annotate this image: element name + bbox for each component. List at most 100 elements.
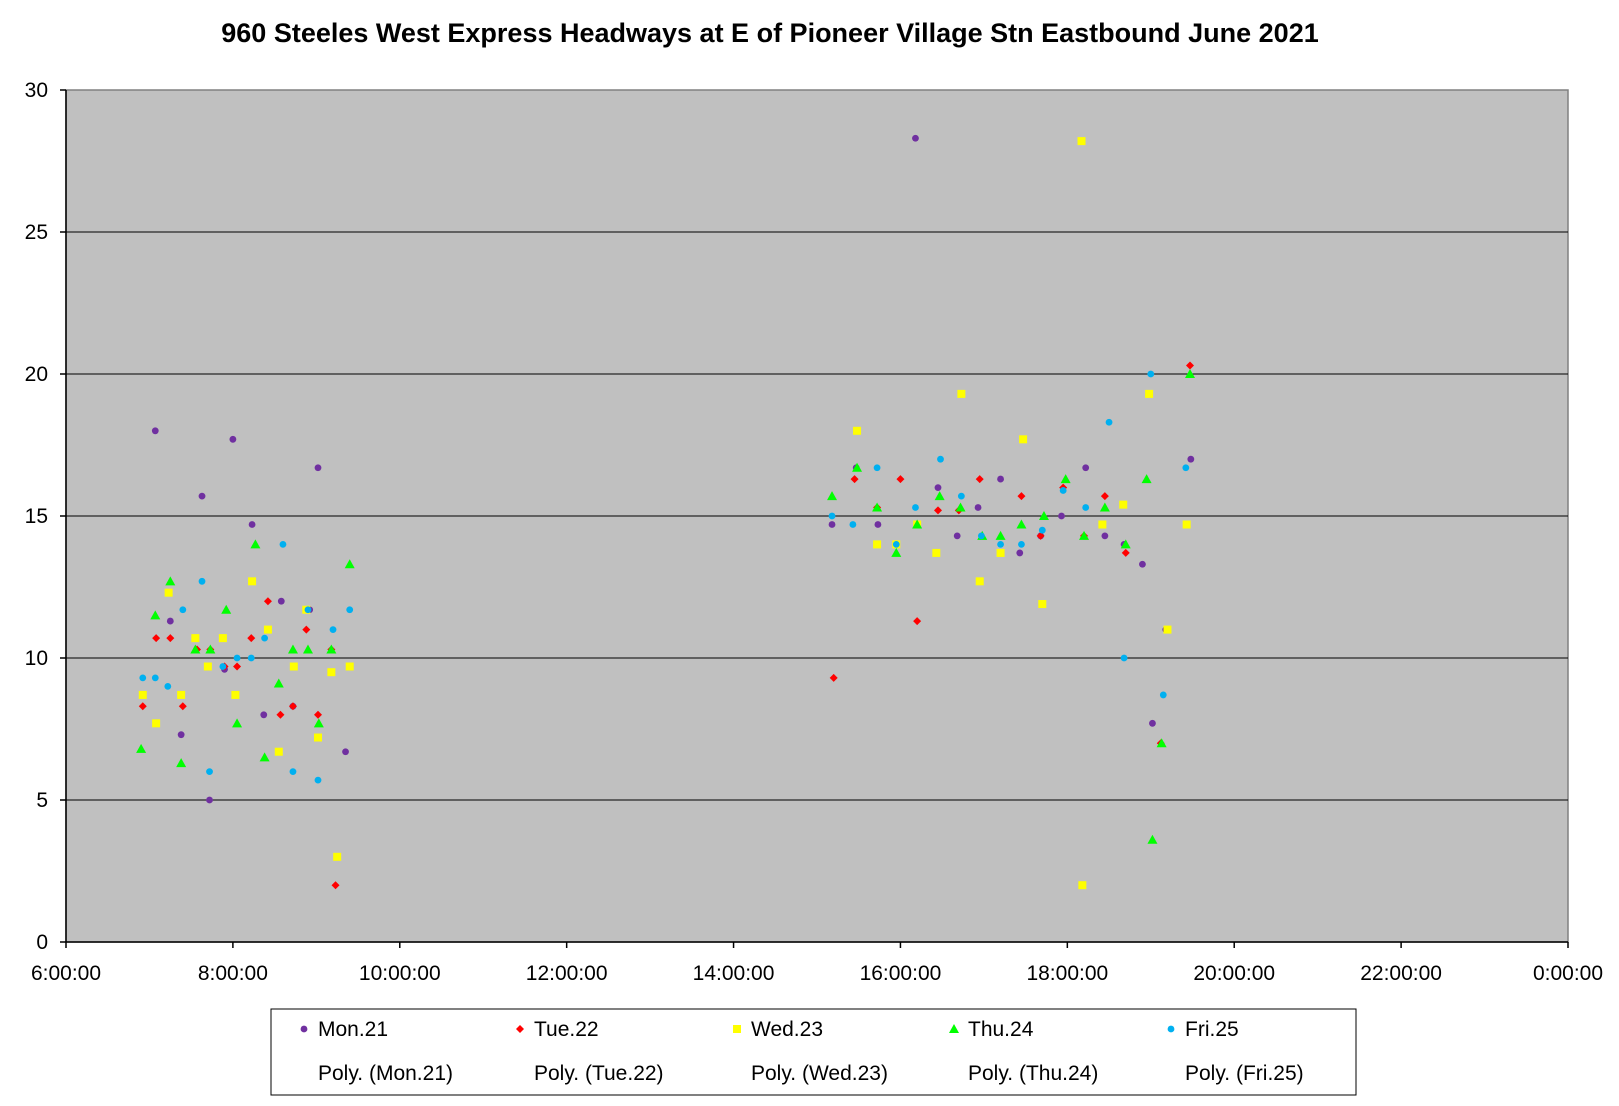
point-fri-25 <box>1159 691 1167 699</box>
chart-title: 960 Steeles West Express Headways at E o… <box>221 18 1319 48</box>
point-fri-25 <box>1182 464 1190 472</box>
y-tick-label: 5 <box>36 789 48 812</box>
legend-trendline-label: Poly. (Tue.22) <box>534 1062 664 1085</box>
point-mon-21 <box>953 532 961 540</box>
point-mon-21 <box>314 464 322 472</box>
point-mon-21 <box>934 484 942 491</box>
point-fri-25 <box>1147 370 1155 378</box>
point-wed-23 <box>333 852 342 861</box>
point-thu-24 <box>136 743 147 753</box>
point-thu-24 <box>165 576 176 586</box>
point-tue-22 <box>896 475 905 484</box>
point-tue-22 <box>276 710 285 719</box>
point-wed-23 <box>1038 600 1047 609</box>
point-fri-25 <box>1018 541 1025 548</box>
legend-marker-thu-24 <box>949 1024 959 1033</box>
point-tue-22 <box>1185 361 1194 370</box>
point-thu-24 <box>1120 539 1131 549</box>
point-tue-22 <box>913 617 922 626</box>
point-thu-24 <box>827 491 838 501</box>
point-wed-23 <box>138 690 147 699</box>
point-mon-21 <box>342 748 349 756</box>
point-fri-25 <box>828 512 836 520</box>
point-wed-23 <box>1182 520 1191 529</box>
point-wed-23 <box>853 426 862 435</box>
point-fri-25 <box>346 606 354 614</box>
point-wed-23 <box>1098 520 1107 529</box>
point-tue-22 <box>1121 548 1130 557</box>
point-mon-21 <box>166 617 174 625</box>
point-thu-24 <box>302 644 313 654</box>
point-thu-24 <box>273 678 284 688</box>
point-wed-23 <box>177 690 186 699</box>
point-fri-25 <box>977 532 985 540</box>
point-mon-21 <box>229 435 237 443</box>
point-thu-24 <box>934 491 945 501</box>
x-axis-ticks: 6:00:00 8:00:00 10:00:00 12:00:00 14:00:00 16… <box>31 942 1603 985</box>
point-thu-24 <box>872 502 883 512</box>
point-wed-23 <box>1145 389 1154 398</box>
point-fri-25 <box>206 768 213 775</box>
point-tue-22 <box>933 506 942 515</box>
point-fri-25 <box>329 626 337 633</box>
point-mon-21 <box>1149 719 1156 727</box>
legend-label-thu-24: Thu.24 <box>968 1018 1034 1041</box>
point-wed-23 <box>1078 881 1087 890</box>
point-wed-23 <box>152 719 161 728</box>
point-thu-24 <box>1038 511 1049 520</box>
point-mon-21 <box>1187 455 1195 463</box>
legend-trendline-label: Poly. (Thu.24) <box>968 1062 1098 1085</box>
point-mon-21 <box>1101 532 1109 540</box>
legend-marker-tue-22 <box>516 1025 524 1033</box>
point-fri-25 <box>1105 418 1113 426</box>
point-thu-24 <box>313 718 324 728</box>
point-fri-25 <box>289 768 297 775</box>
point-fri-25 <box>1059 487 1067 494</box>
legend-box <box>270 1008 1357 1096</box>
x-tick-label: 22:00:00 <box>1360 962 1442 985</box>
point-mon-21 <box>206 796 213 804</box>
y-tick-label: 10 <box>25 647 48 670</box>
point-mon-21 <box>874 521 882 528</box>
point-tue-22 <box>138 702 147 711</box>
legend-trendline-label: Poly. (Mon.21) <box>318 1062 453 1085</box>
point-fri-25 <box>139 674 147 682</box>
point-wed-23 <box>203 662 212 671</box>
point-wed-23 <box>289 662 298 671</box>
point-tue-22 <box>263 597 272 606</box>
point-tue-22 <box>829 673 838 682</box>
point-tue-22 <box>166 634 175 643</box>
point-thu-24 <box>250 539 261 549</box>
point-fri-25 <box>1038 526 1046 534</box>
point-tue-22 <box>314 710 323 719</box>
legend-trendline-label: Poly. (Fri.25) <box>1185 1062 1304 1085</box>
point-fri-25 <box>219 663 227 670</box>
legend-label-fri-25: Fri.25 <box>1185 1018 1239 1041</box>
point-fri-25 <box>304 606 312 614</box>
point-tue-22 <box>247 634 256 643</box>
point-wed-23 <box>164 588 173 597</box>
point-thu-24 <box>1060 474 1071 484</box>
point-thu-24 <box>891 547 902 557</box>
point-thu-24 <box>232 718 243 728</box>
point-tue-22 <box>302 625 311 634</box>
point-thu-24 <box>955 502 966 512</box>
point-wed-23 <box>231 690 240 699</box>
legend-label-wed-23: Wed.23 <box>751 1018 823 1041</box>
point-tue-22 <box>850 475 859 484</box>
point-tue-22 <box>152 634 161 643</box>
y-tick-label: 15 <box>25 505 48 528</box>
y-tick-label: 0 <box>36 931 48 954</box>
legend-trendline-label: Poly. (Wed.23) <box>751 1062 888 1085</box>
point-thu-24 <box>852 462 863 472</box>
legend-marker-mon-21 <box>300 1025 308 1033</box>
legend-marker-fri-25 <box>1167 1025 1175 1033</box>
point-fri-25 <box>279 541 287 548</box>
point-thu-24 <box>287 644 298 654</box>
point-tue-22 <box>1036 531 1045 540</box>
point-fri-25 <box>873 464 881 472</box>
point-thu-24 <box>259 752 270 762</box>
point-mon-21 <box>1082 464 1090 472</box>
point-fri-25 <box>151 674 159 682</box>
